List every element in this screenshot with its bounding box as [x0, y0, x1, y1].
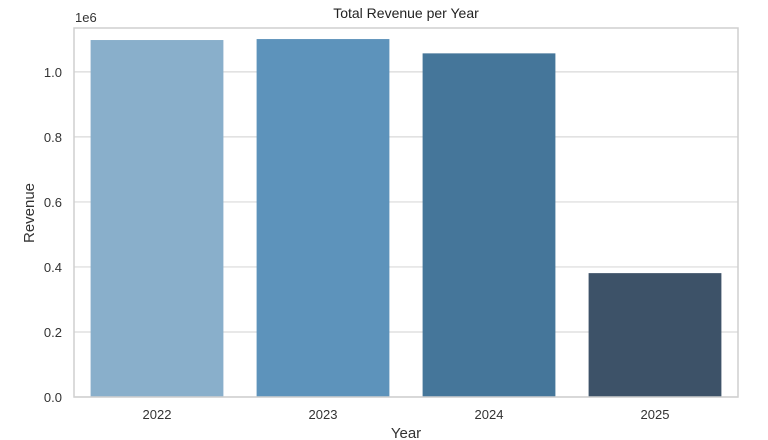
bar-2022 [90, 40, 224, 397]
y-tick-label: 0.0 [44, 390, 62, 405]
y-tick-label: 0.6 [44, 195, 62, 210]
y-axis-title: Revenue [21, 183, 38, 243]
x-tick-label-2023: 2023 [309, 407, 338, 422]
y-tick-labels: 0.0 0.2 0.4 0.6 0.8 1.0 [44, 65, 62, 405]
bar-2023 [256, 39, 390, 398]
x-axis-title: Year [391, 425, 421, 440]
plot-frame [73, 27, 739, 398]
x-tick-labels: 2022 2023 2024 2025 [143, 407, 670, 422]
x-tick-label-2025: 2025 [641, 407, 670, 422]
x-tick-label-2022: 2022 [143, 407, 172, 422]
y-tick-label: 0.2 [44, 325, 62, 340]
bar-layer [90, 39, 722, 398]
bar-2024 [422, 53, 556, 398]
y-offset-label: 1e6 [75, 10, 97, 25]
y-tick-label: 1.0 [44, 65, 62, 80]
x-tick-label-2024: 2024 [475, 407, 504, 422]
chart-title: Total Revenue per Year [333, 5, 479, 21]
y-tick-label: 0.4 [44, 260, 62, 275]
y-tick-label: 0.8 [44, 130, 62, 145]
bar-2025 [588, 273, 722, 397]
